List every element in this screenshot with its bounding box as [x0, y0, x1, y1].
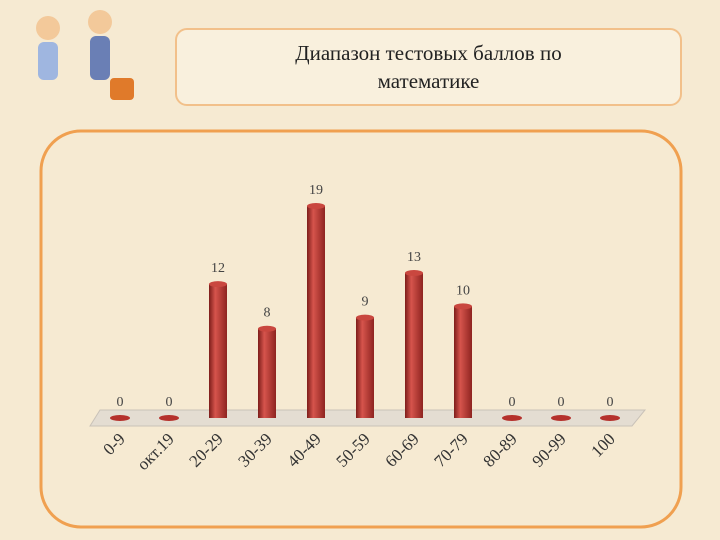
x-tick-label: 80-89	[479, 429, 520, 470]
bar-top	[307, 203, 325, 209]
bar-top	[209, 281, 227, 288]
x-tick-label: окт.19	[133, 429, 178, 474]
bar-top	[454, 303, 472, 310]
bar	[110, 415, 130, 421]
value-label: 13	[407, 250, 421, 265]
value-label: 0	[607, 395, 614, 410]
value-label: 0	[558, 395, 565, 410]
x-tick-label: 70-79	[430, 429, 471, 470]
x-tick-label: 100	[587, 429, 618, 460]
value-label: 0	[509, 395, 516, 410]
x-tick-label: 60-69	[381, 429, 422, 470]
bar	[405, 272, 423, 418]
value-label: 9	[362, 295, 369, 310]
chart-frame	[39, 129, 683, 529]
bar	[159, 415, 179, 421]
bar	[600, 415, 620, 421]
bar	[356, 317, 374, 418]
bar	[454, 306, 472, 418]
value-label: 19	[309, 183, 323, 198]
bar	[502, 415, 522, 421]
x-tick-label: 20-29	[185, 429, 226, 470]
kids-decoration	[36, 10, 134, 100]
bar	[258, 328, 276, 418]
chart-title: Диапазон тестовых баллов по математике	[295, 41, 562, 93]
bar-top	[356, 314, 374, 321]
floor	[89, 409, 647, 427]
value-label: 8	[264, 306, 271, 321]
x-tick-label: 30-39	[234, 429, 275, 470]
value-label: 0	[117, 395, 124, 410]
x-tick-label: 0-9	[99, 429, 128, 458]
value-label: 12	[211, 261, 225, 276]
x-tick-label: 40-49	[283, 429, 324, 470]
title-box: Диапазон тестовых баллов по математике	[175, 28, 682, 106]
x-tick-label: 50-59	[332, 429, 373, 470]
bar-top	[405, 269, 423, 276]
x-tick-label: 90-99	[528, 429, 569, 470]
value-label: 10	[456, 283, 470, 298]
bar	[551, 415, 571, 421]
bar	[307, 206, 325, 418]
bar-top	[258, 325, 276, 332]
bar	[209, 284, 227, 418]
value-label: 0	[166, 395, 173, 410]
